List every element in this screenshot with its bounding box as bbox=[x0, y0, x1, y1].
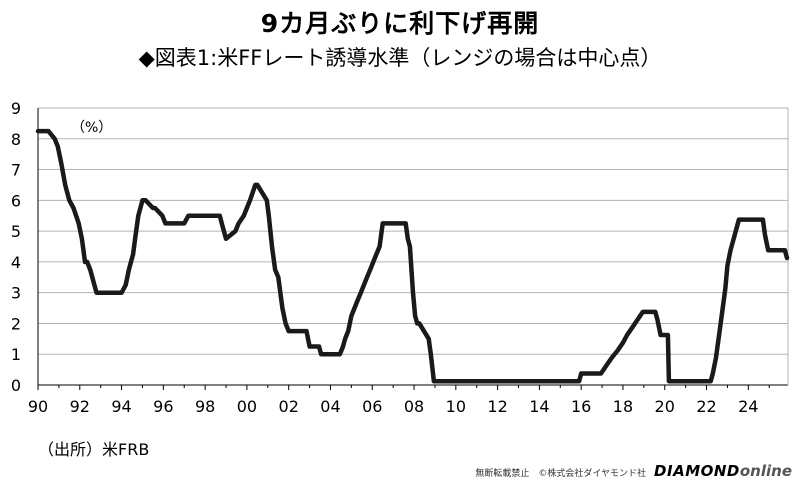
y-tick-label: 2 bbox=[11, 314, 21, 333]
x-tick-label: 18 bbox=[613, 397, 633, 416]
x-tick-label: 06 bbox=[362, 397, 382, 416]
y-tick-label: 4 bbox=[11, 253, 21, 272]
x-tick-label: 10 bbox=[446, 397, 466, 416]
x-tick-label: 94 bbox=[111, 397, 131, 416]
y-tick-label: 7 bbox=[11, 161, 21, 180]
unit-label: （%） bbox=[71, 120, 112, 136]
x-tick-label: 04 bbox=[320, 397, 340, 416]
x-tick-label: 12 bbox=[487, 397, 507, 416]
y-tick-label: 9 bbox=[11, 99, 21, 118]
y-tick-label: 8 bbox=[11, 130, 21, 149]
x-tick-label: 92 bbox=[70, 397, 90, 416]
x-tick-label: 00 bbox=[237, 397, 257, 416]
copyright-notice: 無断転載禁止 ©株式会社ダイヤモンド社 bbox=[475, 469, 647, 479]
diamond-online-logo[interactable]: DIAMONDonline bbox=[654, 462, 792, 480]
chart-subtitle: ◆図表1:米FFレート誘導水準（レンジの場合は中心点） bbox=[138, 46, 662, 70]
x-tick-label: 22 bbox=[696, 397, 716, 416]
logo-sub-text: online bbox=[739, 462, 792, 480]
x-tick-label: 24 bbox=[738, 397, 758, 416]
chart-title: 9カ月ぶりに利下げ再開 bbox=[260, 9, 540, 38]
x-tick-label: 96 bbox=[153, 397, 173, 416]
logo-main-text: DIAMOND bbox=[654, 462, 740, 480]
x-tick-label: 98 bbox=[195, 397, 215, 416]
x-tick-label: 90 bbox=[28, 397, 48, 416]
y-tick-label: 5 bbox=[11, 222, 21, 241]
x-tick-label: 02 bbox=[279, 397, 299, 416]
source-note: （出所）米FRB bbox=[38, 440, 150, 459]
y-tick-label: 3 bbox=[11, 284, 21, 303]
y-tick-label: 6 bbox=[11, 191, 21, 210]
footer: 無断転載禁止 ©株式会社ダイヤモンド社 DIAMONDonline bbox=[475, 462, 792, 480]
x-tick-label: 16 bbox=[571, 397, 591, 416]
x-tick-label: 08 bbox=[404, 397, 424, 416]
y-tick-label: 1 bbox=[11, 345, 21, 364]
y-tick-label: 0 bbox=[11, 376, 21, 395]
x-tick-label: 14 bbox=[529, 397, 549, 416]
x-tick-label: 20 bbox=[655, 397, 675, 416]
ff-rate-line bbox=[35, 128, 790, 384]
